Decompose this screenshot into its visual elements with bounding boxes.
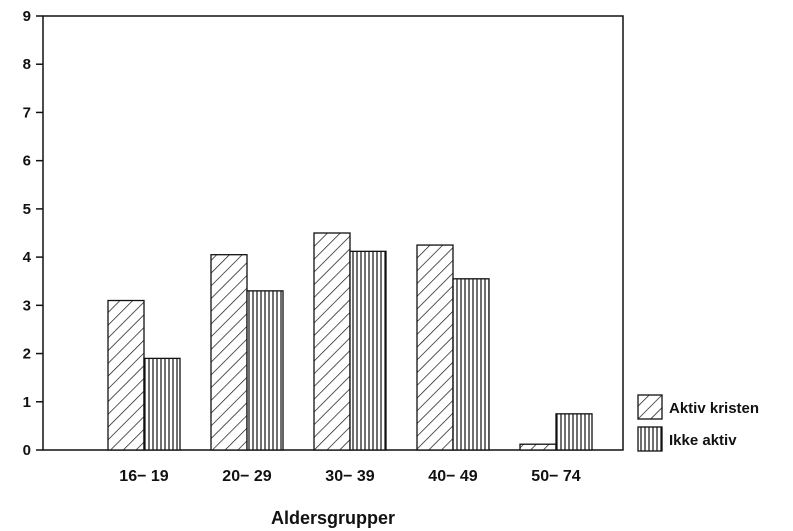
bar-aktiv-kristen-20-29 bbox=[210, 254, 248, 451]
y-tick-label: 4 bbox=[23, 249, 32, 266]
y-tick-label: 3 bbox=[23, 297, 31, 314]
x-tick-label: 20− 29 bbox=[222, 468, 271, 485]
bar-aktiv-kristen-40-49 bbox=[416, 244, 454, 451]
x-axis: 16− 19 20− 29 30− 39 40− 49 50− 74 bbox=[119, 468, 580, 485]
legend-label: Ikke aktiv bbox=[669, 432, 737, 449]
bar-ikke-aktiv-30-39 bbox=[349, 250, 387, 451]
y-tick-label: 5 bbox=[23, 201, 31, 218]
y-axis: 0 1 2 3 4 5 6 7 8 9 bbox=[23, 8, 43, 459]
bar-ikke-aktiv-40-49 bbox=[452, 278, 490, 451]
legend: Aktiv kristen Ikke aktiv bbox=[637, 394, 759, 452]
y-tick-label: 8 bbox=[23, 56, 31, 73]
x-axis-label: Aldersgrupper bbox=[271, 508, 395, 528]
bar-ikke-aktiv-50-74 bbox=[555, 413, 593, 451]
bar-aktiv-kristen-16-19 bbox=[107, 299, 145, 451]
y-tick-label: 1 bbox=[23, 394, 31, 411]
legend-swatch bbox=[637, 394, 663, 420]
x-tick-label: 50− 74 bbox=[531, 468, 580, 485]
bar-ikke-aktiv-20-29 bbox=[246, 290, 284, 451]
legend-swatch bbox=[637, 426, 663, 452]
x-tick-label: 30− 39 bbox=[325, 468, 374, 485]
bar-aktiv-kristen-30-39 bbox=[313, 232, 351, 451]
x-tick-label: 40− 49 bbox=[428, 468, 477, 485]
bar-aktiv-kristen-50-74 bbox=[519, 443, 557, 451]
y-tick-label: 9 bbox=[23, 8, 31, 25]
y-tick-label: 6 bbox=[23, 153, 31, 170]
y-tick-label: 2 bbox=[23, 346, 31, 363]
bars bbox=[107, 232, 593, 451]
x-tick-label: 16− 19 bbox=[119, 468, 168, 485]
y-tick-label: 7 bbox=[23, 104, 31, 121]
y-tick-label: 0 bbox=[23, 442, 31, 459]
legend-label: Aktiv kristen bbox=[669, 400, 759, 417]
bar-ikke-aktiv-16-19 bbox=[143, 357, 181, 451]
